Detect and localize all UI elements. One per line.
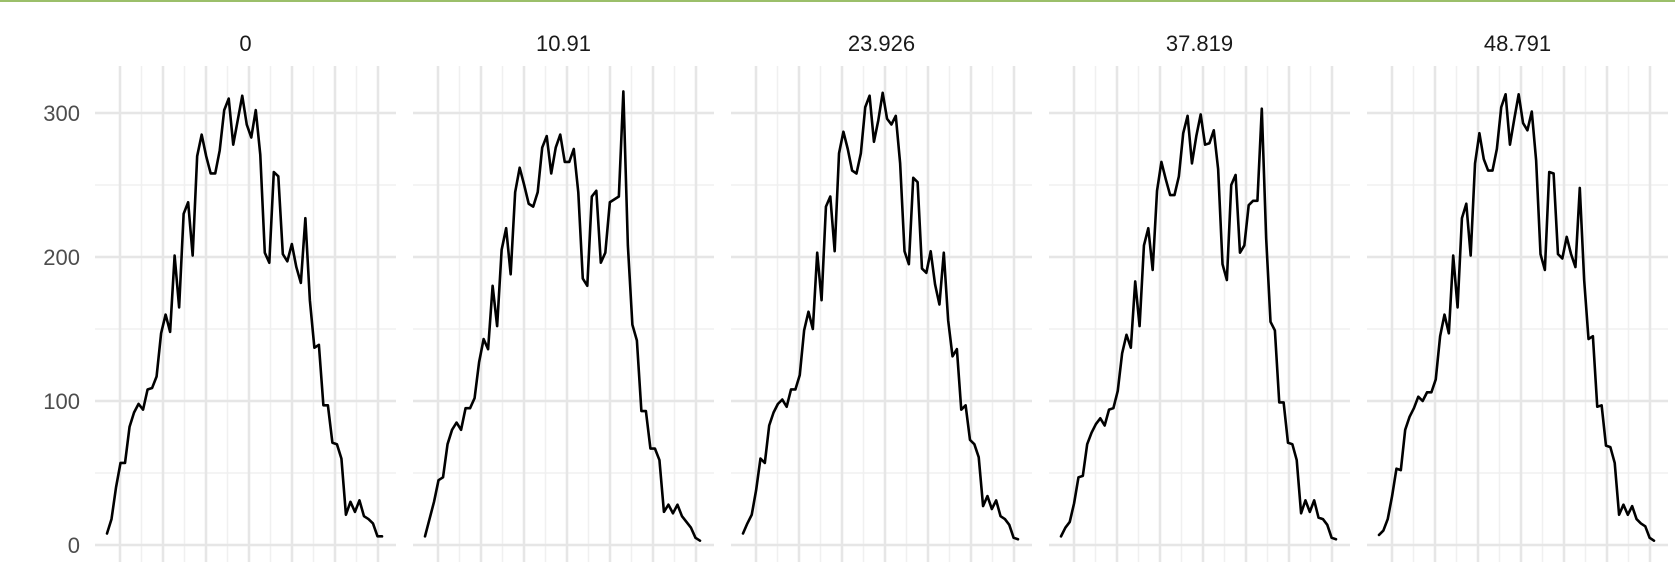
y-tick-label: 200 [43,245,80,270]
y-tick-label: 300 [43,101,80,126]
series-line [1377,92,1656,542]
series-line [423,90,702,542]
facet-panel: 23.926 [731,31,1032,562]
facet-title: 0 [239,31,251,56]
series-line [105,94,384,538]
series-line [1059,107,1338,541]
y-tick-label: 0 [68,533,80,558]
facet-panel: 48.791 [1367,31,1668,562]
facet-panel: 37.819 [1049,31,1350,562]
facet-panel: 0 [95,31,396,562]
facet-title: 48.791 [1484,31,1551,56]
y-tick-label: 100 [43,389,80,414]
facet-title: 37.819 [1166,31,1233,56]
series-line [741,91,1020,541]
top-border [0,0,1675,2]
facet-panel: 10.91 [413,31,714,562]
facet-title: 23.926 [848,31,915,56]
facet-title: 10.91 [536,31,591,56]
